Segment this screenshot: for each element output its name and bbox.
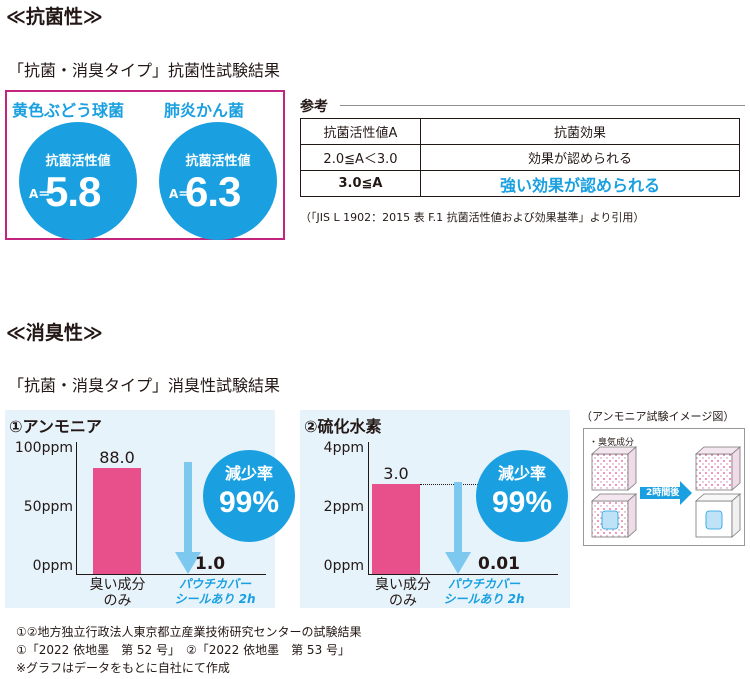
reduction-rate-badge: 減少率 99% [476,450,568,542]
y-axis [76,442,77,574]
table-row: 3.0≦A 強い効果が認められる [300,170,740,197]
x-label-line: 臭い成分 [375,577,431,593]
reduction-value: 99% [491,486,553,519]
illustration-arrow-label: 2時間後 [646,488,680,498]
chart-title: ①アンモニア [9,417,102,436]
illustration-caption: （アンモニア試験イメージ図） [581,410,735,423]
activity-circle-2: 抗菌活性値 A＝ 6.3 [159,122,277,240]
y-tick-label: 2ppm [323,499,364,515]
reference-source: （「JIS L 1902：2015 表 F.1 抗菌活性値および効果基準」より引… [300,211,645,224]
chart-panel-ammonia: ①アンモニア 100ppm 50ppm 0ppm 88.0 1.0 減少率 99… [5,410,295,609]
decrease-arrow [184,462,192,554]
antibacterial-results-box: 黄色ぶどう球菌 肺炎かん菌 抗菌活性値 A＝ 5.8 抗菌活性値 A＝ 6.3 [5,90,285,240]
organism-label-1: 黄色ぶどう球菌 [12,101,125,120]
after-value-label: 1.0 [195,554,226,574]
x-label-line: パウチカバー [178,577,251,591]
table-cell: 3.0≦A [300,170,421,197]
reduction-label: 減少率 [497,464,546,483]
bar-value-label: 88.0 [99,448,135,467]
table-header: 抗菌効果 [420,118,740,145]
y-tick-label: 100ppm [14,440,73,456]
x-category-label-coated: パウチカバー シールあり 2h [163,577,267,607]
reference-table: 抗菌活性値A 抗菌効果 2.0≦A＜3.0 効果が認められる 3.0≦A 強い効… [300,118,740,197]
x-category-label-coated: パウチカバー シールあり 2h [432,577,536,607]
y-tick-label: 0ppm [323,558,364,574]
x-label-line: 臭い成分 [89,577,146,593]
footnote: ※グラフはデータをもとに自社にて作成 [16,661,230,675]
activity-value: 5.8 [45,168,101,215]
table-cell: 2.0≦A＜3.0 [300,144,421,171]
decrease-arrow [454,482,462,554]
antibacterial-subtitle: 「抗菌・消臭タイプ」抗菌性試験結果 [8,61,281,80]
x-label-line: シールあり 2h [443,592,525,606]
antibacterial-heading: ≪抗菌性≫ [6,6,103,28]
table-header-row: 抗菌活性値A 抗菌効果 [300,118,740,145]
x-category-label: 臭い成分 のみ [368,577,438,609]
footnote: ①②地方独立行政法人東京都立産業技術研究センターの試験結果 [16,625,362,639]
after-value-label: 0.01 [478,554,520,574]
x-label-line: のみ [389,593,417,609]
x-axis [368,574,558,575]
decrease-arrow-head-icon [445,552,471,574]
activity-value: 6.3 [185,168,241,215]
activity-prefix: A＝ [29,187,51,201]
x-axis [76,574,266,575]
activity-label: 抗菌活性値 [185,154,251,169]
chart-panel-hydrogen-sulfide: ②硫化水素 4ppm 2ppm 0ppm 3.0 0.01 減少率 99% 臭い… [300,410,570,609]
table-header: 抗菌活性値A [300,118,421,145]
bar-odor-only [93,468,141,574]
activity-prefix: A＝ [169,187,191,201]
reference-divider [340,105,745,106]
table-cell-highlight: 強い効果が認められる [420,170,740,197]
reference-dotted-line [420,484,484,485]
y-axis [368,442,369,574]
table-row: 2.0≦A＜3.0 効果が認められる [300,144,740,171]
y-tick-label: 4ppm [323,440,364,456]
ammonia-test-illustration: ・臭気成分 2時間後 [583,428,745,546]
y-tick-label: 50ppm [23,499,73,515]
x-category-label: 臭い成分 のみ [80,577,155,609]
x-label-line: のみ [103,593,132,609]
bar-odor-only [372,484,420,574]
illustration-legend: ・臭気成分 [589,438,635,448]
bar-value-label: 3.0 [383,464,409,483]
deodorant-subtitle: 「抗菌・消臭タイプ」消臭性試験結果 [8,376,281,395]
footnote: ①「2022 依地墨 第 52 号」 ②「2022 依地墨 第 53 号」 [16,643,351,657]
x-label-line: シールあり 2h [174,592,256,606]
organism-label-2: 肺炎かん菌 [164,101,245,120]
y-tick-label: 0ppm [32,558,73,574]
reduction-label: 減少率 [224,464,273,483]
chart-title: ②硫化水素 [304,417,382,436]
activity-circle-1: 抗菌活性値 A＝ 5.8 [19,122,137,240]
deodorant-heading: ≪消臭性≫ [6,322,103,344]
reference-title: 参考 [300,99,328,115]
decrease-arrow-head-icon [175,552,201,574]
reduction-value: 99% [218,486,280,519]
reduction-rate-badge: 減少率 99% [203,450,295,542]
table-cell: 効果が認められる [420,144,740,171]
cube-diagram-icon [590,446,742,538]
activity-label: 抗菌活性値 [45,154,111,169]
x-label-line: パウチカバー [447,577,520,591]
